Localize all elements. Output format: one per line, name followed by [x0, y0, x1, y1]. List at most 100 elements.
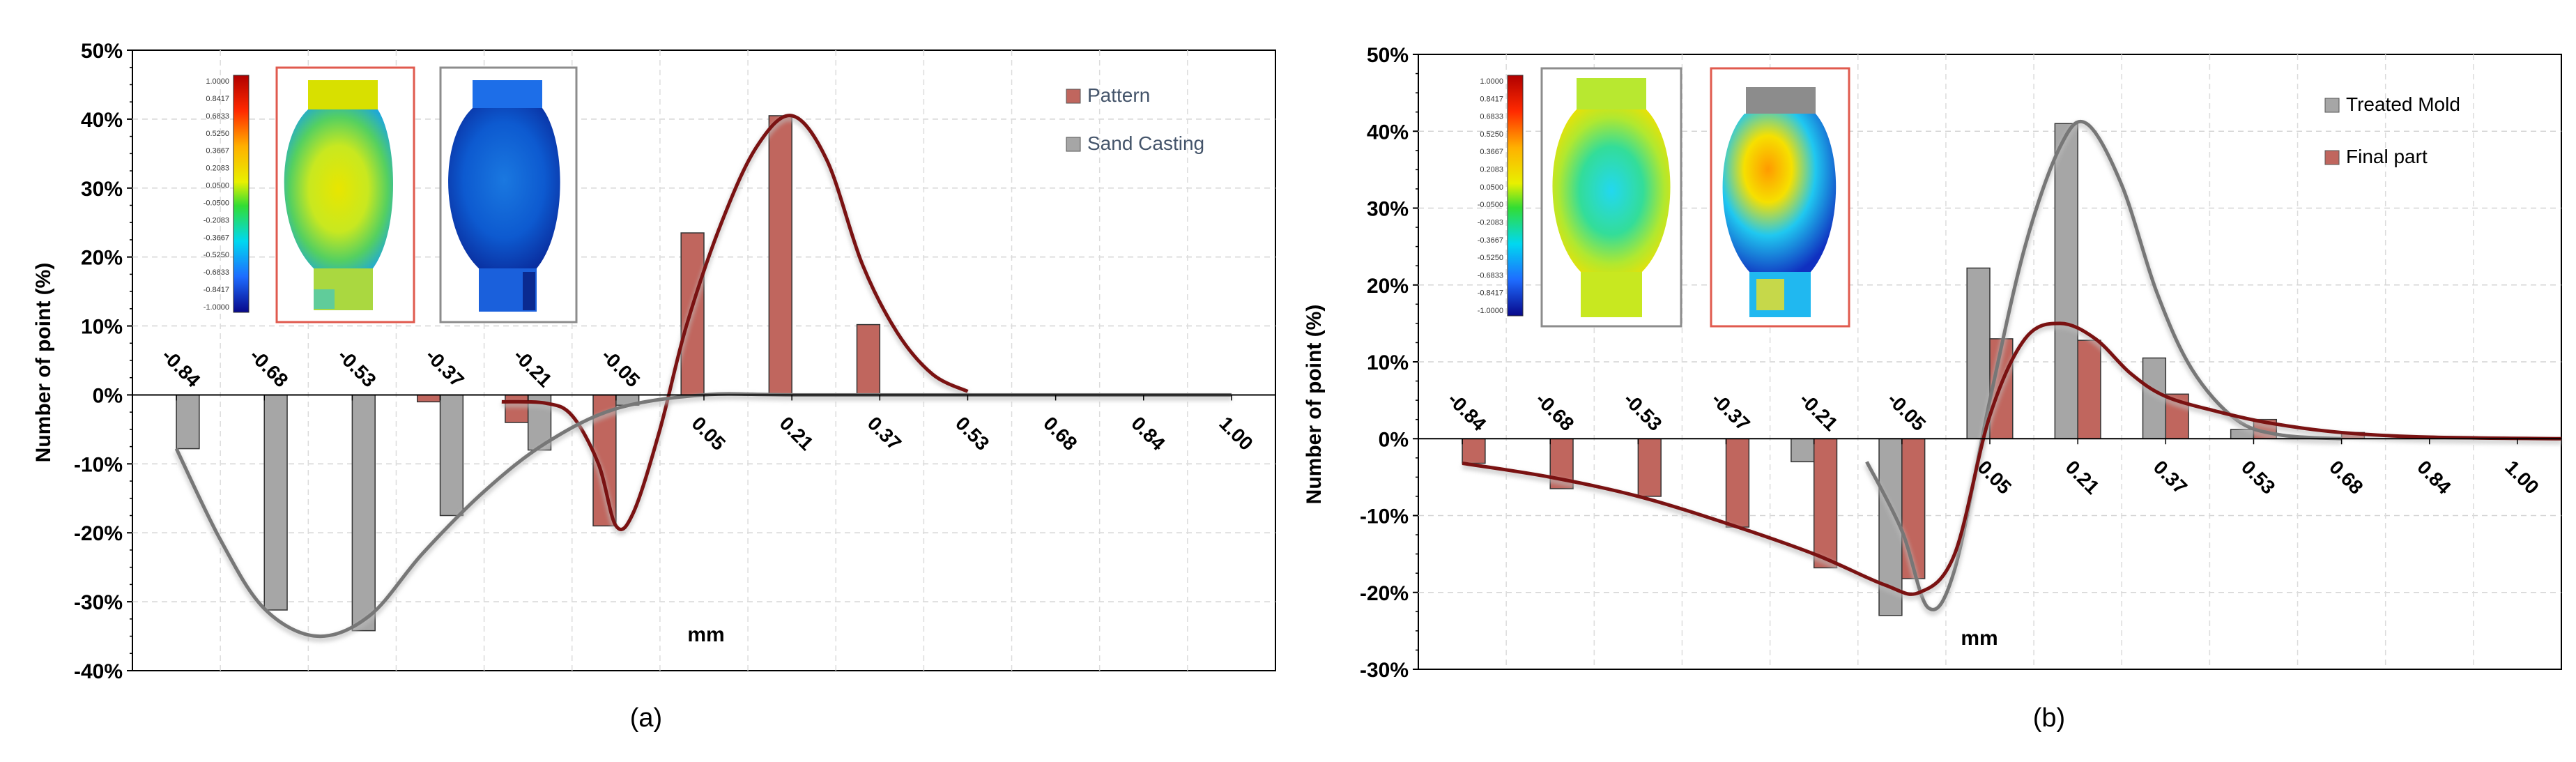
legend-swatch-treated-mold	[2324, 98, 2340, 113]
bar-final-part	[2077, 340, 2101, 439]
colorbar-tick-label: -0.8417	[204, 286, 229, 294]
y-tick-label: 10%	[81, 316, 123, 339]
y-tick-label: 50%	[81, 40, 123, 63]
colorbar-tick-label: 0.3667	[1480, 148, 1503, 156]
y-tick-label: -10%	[74, 453, 123, 476]
colorbar-tick-label: 1.0000	[206, 77, 229, 86]
colorbar-tick-label: -1.0000	[1478, 307, 1503, 315]
y-tick-label: 10%	[1367, 351, 1409, 374]
colorbar-tick-label: 0.2083	[206, 165, 229, 173]
part-image-sand-casting	[448, 80, 560, 312]
chart-panel-b: -30%-20%-10%0%10%20%30%40%50% -0.84 -0.68…	[1303, 44, 2562, 733]
colorbar-ticks-b: 1.0000 0.8417 0.6833 0.5250 0.3667 0.2083 0.05…	[1478, 77, 1503, 315]
colorbar-a	[233, 75, 250, 313]
bar-final-part	[1637, 438, 1662, 497]
bar-sand-casting	[439, 394, 464, 517]
y-ticks-a: -40% -30% -20% -10% 0% 10% 20% 30% 40% 50%	[74, 40, 132, 683]
colorbar-tick-label: 0.3667	[206, 147, 229, 155]
colorbar-tick-label: -0.5250	[204, 251, 229, 259]
colorbar-tick-label: -0.2083	[1478, 218, 1503, 227]
colorbar-tick-label: 0.8417	[206, 95, 229, 103]
curve-treated-mold	[1865, 119, 2342, 611]
part-image-pattern	[284, 80, 394, 310]
colorbar-tick-label: 0.2083	[1480, 166, 1503, 174]
y-tick-label: 40%	[1367, 121, 1409, 144]
bar-pattern	[505, 394, 529, 423]
colorbar-tick-label: -0.5250	[1478, 254, 1503, 262]
legend-label-final-part: Final part	[2346, 146, 2428, 167]
panel-caption-b: (b)	[2033, 703, 2065, 733]
colorbar-tick-label: -0.6833	[1478, 271, 1503, 280]
colorbar-tick-label: -0.0500	[1478, 201, 1503, 209]
curves-b	[1462, 119, 2562, 616]
y-tick-label: 30%	[81, 178, 123, 201]
legend-b: Treated Mold Final part	[2324, 93, 2460, 167]
colorbar-tick-label: 0.6833	[1480, 113, 1503, 121]
x-axis-label-a: mm	[687, 623, 724, 646]
y-tick-label: -30%	[1360, 659, 1409, 682]
bar-pattern	[856, 323, 881, 396]
colorbar-tick-label: 0.0500	[1480, 183, 1503, 192]
y-tick-label: 20%	[81, 247, 123, 270]
y-tick-label: 20%	[1367, 275, 1409, 298]
colorbar-tick-label: 0.6833	[206, 112, 229, 121]
legend-swatch-final-part	[2324, 150, 2340, 165]
curve-sand-casting-shadow	[174, 393, 1232, 643]
bar-treated-mold	[2054, 123, 2078, 439]
y-tick-label: 30%	[1367, 198, 1409, 221]
y-tick-label: 0%	[1379, 428, 1409, 451]
bar-treated-mold	[1791, 438, 1815, 463]
colorbar-b	[1507, 75, 1524, 317]
colorbar-tick-label: 0.5250	[206, 130, 229, 138]
colorbar-tick-label: -0.6833	[204, 268, 229, 277]
inset-b: 1.0000 0.8417 0.6833 0.5250 0.3667 0.2083 0.05…	[1478, 67, 1850, 328]
y-tick-label: 0%	[93, 384, 123, 407]
y-tick-label: -20%	[1360, 582, 1409, 605]
colorbar-tick-label: -0.2083	[204, 216, 229, 224]
colorbar-tick-label: -0.3667	[204, 234, 229, 242]
part-image-treated-mold	[1552, 78, 1671, 317]
colorbar-tick-label: -0.0500	[204, 199, 229, 207]
x-axis-label-b: mm	[1961, 627, 1998, 650]
panel-caption-a: (a)	[630, 703, 662, 733]
bar-final-part	[1725, 438, 1750, 528]
legend-a: Pattern Sand Casting	[1066, 84, 1204, 154]
curves-a	[174, 114, 1232, 643]
bar-pattern	[416, 394, 441, 403]
bars-b	[1462, 123, 2366, 616]
legend-label-sand-casting: Sand Casting	[1087, 132, 1204, 154]
bar-final-part	[1901, 438, 1926, 579]
y-tick-label: -30%	[74, 591, 123, 614]
curve-final-part	[1462, 321, 2562, 596]
legend-swatch-sand-casting	[1066, 137, 1081, 152]
y-tick-label: 40%	[81, 109, 123, 132]
curve-pattern	[501, 114, 969, 531]
y-tick-label: 50%	[1367, 44, 1409, 67]
bar-sand-casting	[263, 394, 288, 611]
y-tick-label: -40%	[74, 660, 123, 683]
legend-label-treated-mold: Treated Mold	[2346, 93, 2460, 115]
colorbar-tick-label: -0.3667	[1478, 236, 1503, 245]
y-axis-label-b: Number of point (%)	[1303, 305, 1326, 505]
bar-final-part	[1462, 438, 1486, 464]
legend-label-pattern: Pattern	[1087, 84, 1150, 106]
part-image-final-part	[1722, 87, 1837, 317]
bar-pattern	[768, 115, 792, 396]
colorbar-tick-label: 0.0500	[206, 182, 229, 190]
colorbar-tick-label: 0.5250	[1480, 130, 1503, 139]
y-tick-label: -20%	[74, 522, 123, 545]
inset-a: 1.0000 0.8417 0.6833 0.5250 0.3667 0.2083 0.05…	[204, 66, 578, 323]
colorbar-tick-label: 1.0000	[1480, 77, 1503, 86]
colorbar-tick-label: -1.0000	[204, 303, 229, 312]
bar-sand-casting	[351, 394, 376, 632]
colorbar-ticks-a: 1.0000 0.8417 0.6833 0.5250 0.3667 0.2083 0.05…	[204, 77, 229, 312]
y-axis-label-a: Number of point (%)	[32, 263, 55, 463]
bar-final-part	[1813, 438, 1838, 569]
bar-sand-casting	[176, 394, 200, 450]
legend-swatch-pattern	[1066, 89, 1081, 104]
y-tick-label: -10%	[1360, 505, 1409, 528]
chart-panel-a: -40%-30%-20%-10%0%10%20%30%40%50% -0.84-…	[32, 40, 1276, 733]
colorbar-tick-label: 0.8417	[1480, 95, 1503, 103]
colorbar-tick-label: -0.8417	[1478, 289, 1503, 298]
